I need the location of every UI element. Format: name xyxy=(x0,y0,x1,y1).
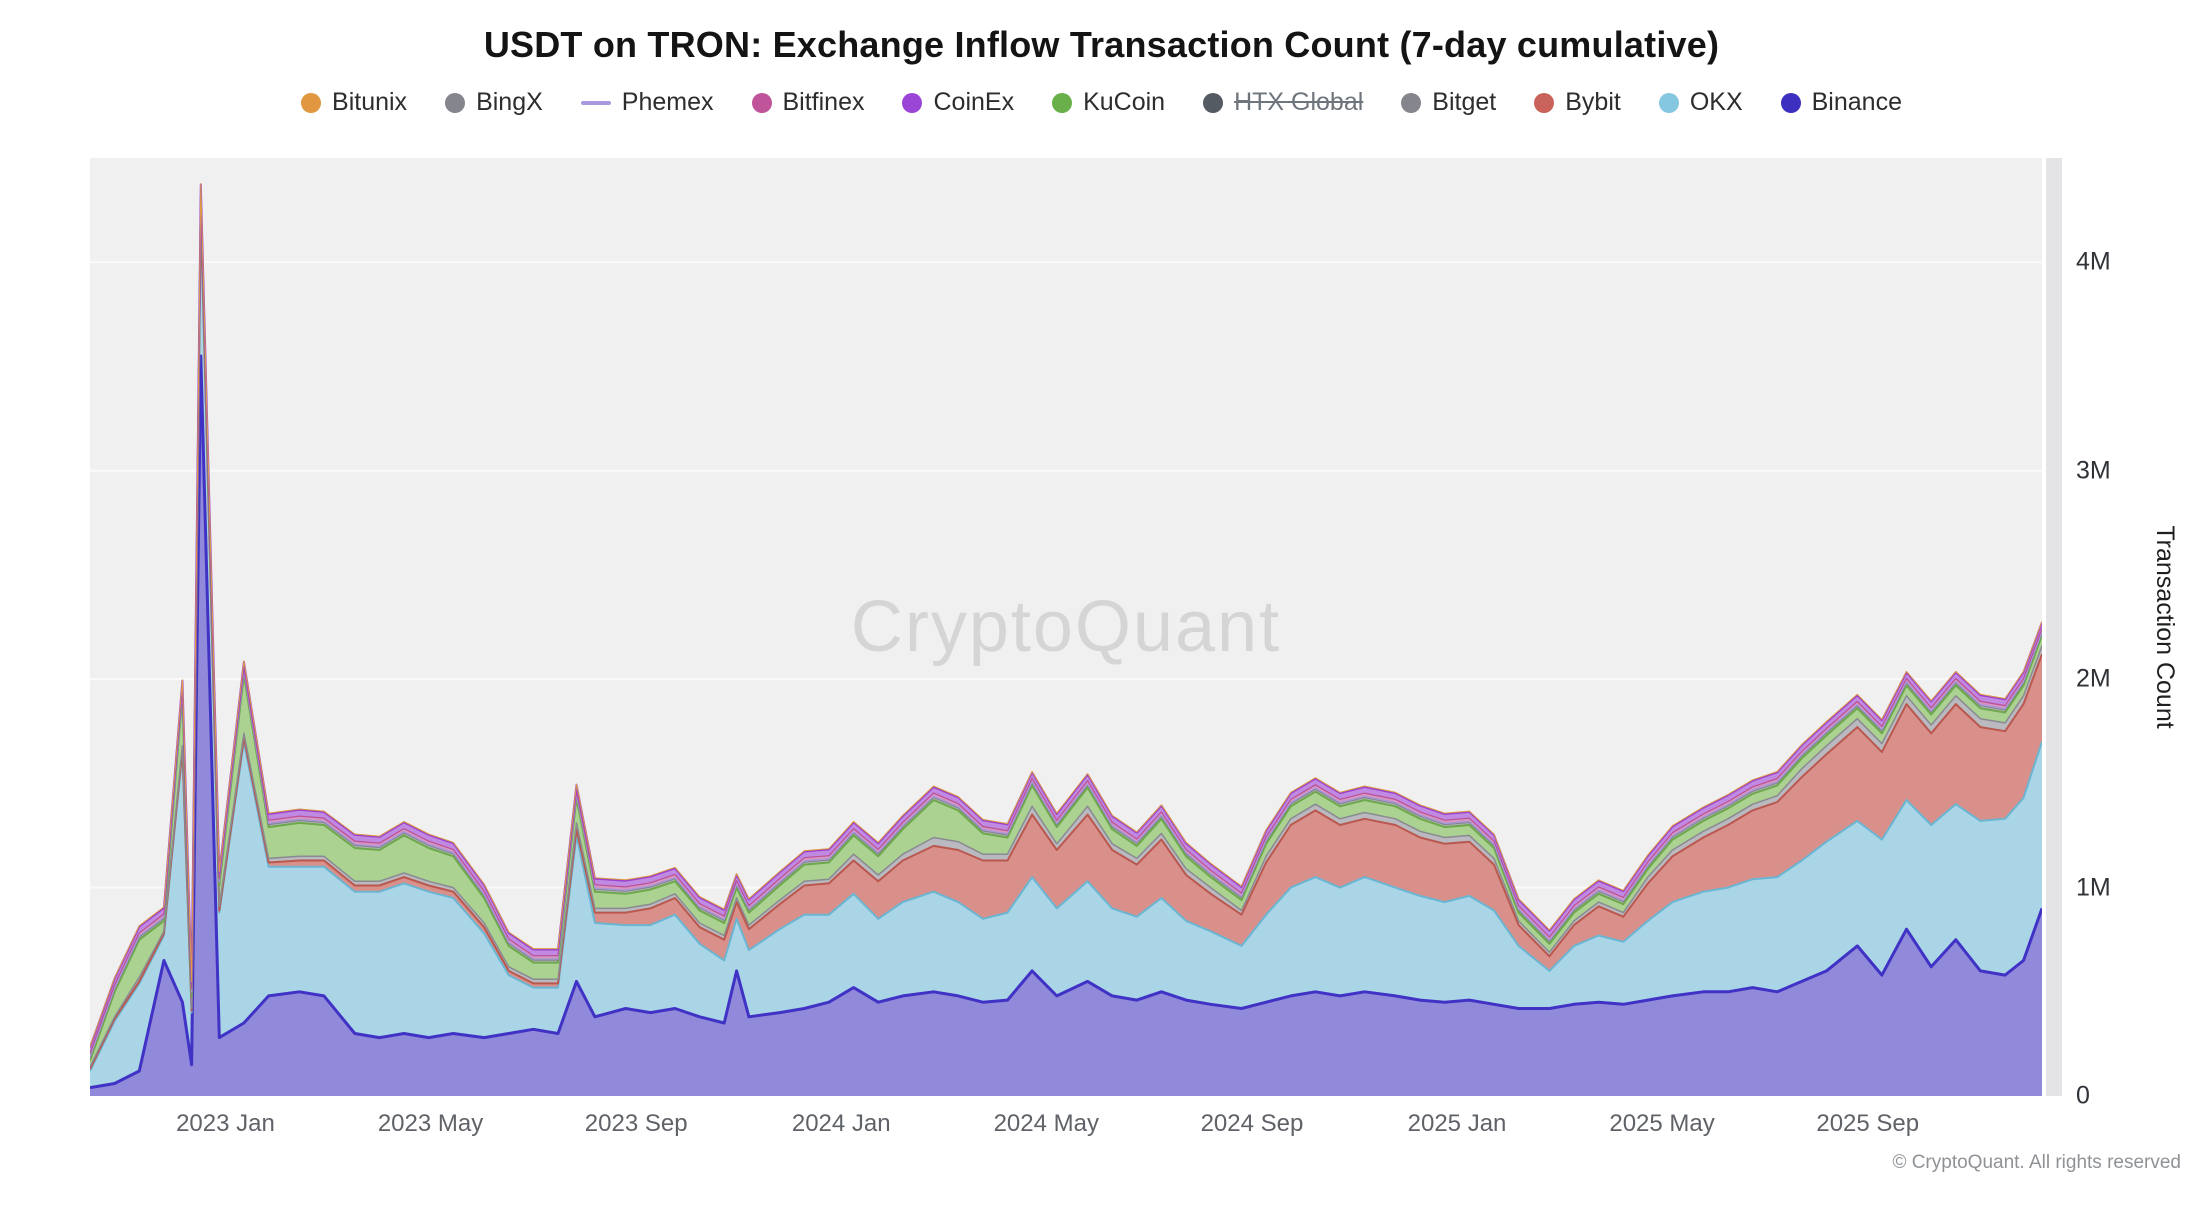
y-tick-label: 4M xyxy=(2076,247,2111,276)
line-okx xyxy=(90,213,2042,1072)
legend-dot-icon xyxy=(902,92,923,113)
x-tick-label: 2023 May xyxy=(377,1110,484,1137)
legend-label: Phemex xyxy=(621,88,714,116)
x-tick-label: 2024 May xyxy=(993,1110,1099,1137)
line-bitfinex xyxy=(90,190,2042,1054)
legend-item-okx[interactable]: OKX xyxy=(1658,88,1743,117)
legend-dot-icon xyxy=(1052,92,1073,113)
legend-dot-icon xyxy=(1534,92,1555,113)
legend-item-coinex[interactable]: CoinEx xyxy=(902,88,1014,117)
copyright-notice: © CryptoQuant. All rights reserved xyxy=(1892,1152,2181,1173)
legend-label: KuCoin xyxy=(1083,88,1166,116)
legend-item-bingx[interactable]: BingX xyxy=(445,88,543,117)
area-binance xyxy=(90,356,2042,1096)
legend-item-bitunix[interactable]: Bitunix xyxy=(301,88,407,117)
legend-label: HTX Global xyxy=(1234,88,1364,116)
y-tick-label: 3M xyxy=(2076,456,2111,485)
legend-item-bitfinex[interactable]: Bitfinex xyxy=(751,88,865,117)
legend-item-binance[interactable]: Binance xyxy=(1780,88,1902,117)
x-tick-label: 2025 Jan xyxy=(1407,1110,1507,1137)
legend-label: Bitunix xyxy=(332,88,408,116)
legend-label: Bybit xyxy=(1565,88,1621,116)
plot-area[interactable]: CryptoQuant xyxy=(90,158,2042,1096)
line-bitget xyxy=(90,207,2042,1068)
y-tick-label: 1M xyxy=(2076,873,2111,902)
line-bitunix xyxy=(90,183,2042,1047)
legend-item-bybit[interactable]: Bybit xyxy=(1534,88,1621,117)
legend-label: CoinEx xyxy=(933,88,1015,116)
y-tick-label: 2M xyxy=(2076,664,2111,693)
legend-dot-icon xyxy=(1658,92,1679,113)
legend-item-phemex[interactable]: Phemex xyxy=(580,88,714,117)
legend-label: OKX xyxy=(1689,88,1743,116)
legend-item-htx-global[interactable]: HTX Global xyxy=(1203,88,1363,117)
chart-canvas xyxy=(90,183,2042,1096)
line-kucoin xyxy=(90,196,2042,1061)
legend-label: Bitfinex xyxy=(782,88,865,116)
legend: Bitunix BingX Phemex Bitfinex CoinEx KuCoin HT… xyxy=(0,88,2203,117)
line-phemex xyxy=(90,193,2042,1058)
legend-label: Binance xyxy=(1811,88,1902,116)
x-tick-label: 2025 Sep xyxy=(1816,1110,1920,1137)
x-tick-label: 2025 May xyxy=(1609,1110,1715,1137)
axis-strip xyxy=(2046,158,2062,1096)
x-tick-label: 2023 Sep xyxy=(584,1110,688,1137)
x-tick-label: 2024 Jan xyxy=(791,1110,891,1137)
legend-dot-icon xyxy=(301,92,322,113)
line-bybit xyxy=(90,211,2042,1070)
area-okx xyxy=(90,214,2042,1088)
legend-item-bitget[interactable]: Bitget xyxy=(1401,88,1496,117)
x-tick-label: 2024 Sep xyxy=(1200,1110,1304,1137)
legend-dot-icon xyxy=(1401,92,1422,113)
legend-label: Bitget xyxy=(1432,88,1497,116)
legend-dot-icon xyxy=(1203,92,1224,113)
legend-item-kucoin[interactable]: KuCoin xyxy=(1052,88,1165,117)
y-axis-title: Transaction Count xyxy=(2151,525,2179,729)
legend-dot-icon xyxy=(445,92,466,113)
legend-line-icon xyxy=(580,100,611,105)
legend-dot-icon xyxy=(751,92,772,113)
legend-dot-icon xyxy=(1780,92,1801,113)
y-tick-label: 0 xyxy=(2076,1081,2090,1110)
x-tick-label: 2023 Jan xyxy=(176,1110,275,1137)
line-binance xyxy=(90,354,2042,1090)
legend-label: BingX xyxy=(476,88,543,116)
chart-title: USDT on TRON: Exchange Inflow Transactio… xyxy=(483,24,1720,65)
